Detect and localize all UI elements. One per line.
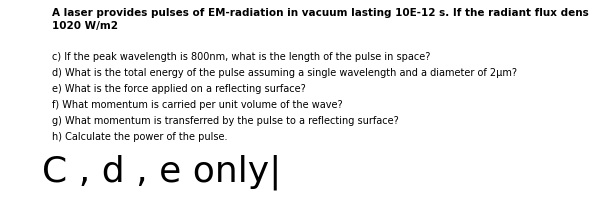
Text: g) What momentum is transferred by the pulse to a reflecting surface?: g) What momentum is transferred by the p… <box>52 116 399 126</box>
Text: h) Calculate the power of the pulse.: h) Calculate the power of the pulse. <box>52 132 227 142</box>
Text: d) What is the total energy of the pulse assuming a single wavelength and a diam: d) What is the total energy of the pulse… <box>52 68 517 78</box>
Text: e) What is the force applied on a reflecting surface?: e) What is the force applied on a reflec… <box>52 84 306 94</box>
Text: C , d , e only|: C , d , e only| <box>42 155 282 191</box>
Text: A laser provides pulses of EM-radiation in vacuum lasting 10E-12 s. If the radia: A laser provides pulses of EM-radiation … <box>52 8 589 31</box>
Text: f) What momentum is carried per unit volume of the wave?: f) What momentum is carried per unit vol… <box>52 100 343 110</box>
Text: c) If the peak wavelength is 800nm, what is the length of the pulse in space?: c) If the peak wavelength is 800nm, what… <box>52 52 431 62</box>
